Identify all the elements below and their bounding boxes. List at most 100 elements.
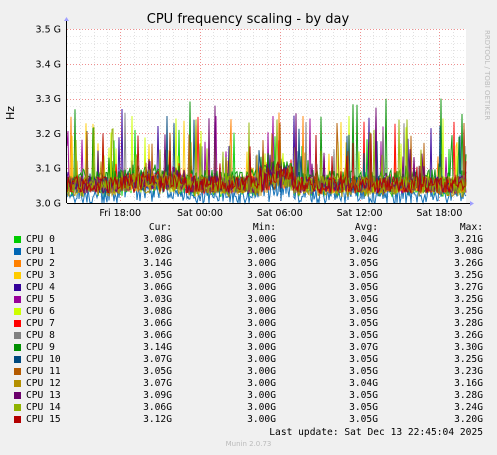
last-update: Last update: Sat Dec 13 22:45:04 2025 bbox=[269, 427, 483, 438]
legend-swatch bbox=[14, 308, 21, 315]
legend-avg-value: 3.05G bbox=[349, 258, 378, 269]
legend-avg-value: 3.05G bbox=[349, 330, 378, 341]
legend-max-value: 3.20G bbox=[454, 414, 483, 425]
legend-row: CPU 14 3.06G 3.00G 3.05G 3.24G bbox=[12, 402, 488, 414]
legend-cur-value: 3.06G bbox=[143, 402, 172, 413]
legend-row: CPU 15 3.12G 3.00G 3.05G 3.20G bbox=[12, 414, 488, 426]
legend-series-name: CPU 4 bbox=[26, 282, 55, 293]
legend-min-value: 3.00G bbox=[247, 378, 276, 389]
legend-row: CPU 6 3.08G 3.00G 3.05G 3.25G bbox=[12, 306, 488, 318]
y-tick-label: 3.2 G bbox=[36, 129, 62, 140]
x-tick-label: Sat 06:00 bbox=[257, 208, 303, 219]
legend-max-value: 3.30G bbox=[454, 342, 483, 353]
legend-max-value: 3.08G bbox=[454, 246, 483, 257]
legend-swatch bbox=[14, 248, 21, 255]
legend-row: CPU 11 3.05G 3.00G 3.05G 3.23G bbox=[12, 366, 488, 378]
legend-row: CPU 2 3.14G 3.00G 3.05G 3.26G bbox=[12, 258, 488, 270]
legend-row: CPU 0 3.08G 3.00G 3.04G 3.21G bbox=[12, 234, 488, 246]
legend-series-name: CPU 8 bbox=[26, 330, 55, 341]
legend-cur-value: 3.08G bbox=[143, 306, 172, 317]
legend-row: CPU 10 3.07G 3.00G 3.05G 3.25G bbox=[12, 354, 488, 366]
legend-swatch bbox=[14, 236, 21, 243]
legend-min-value: 3.00G bbox=[247, 282, 276, 293]
legend-min-value: 3.00G bbox=[247, 234, 276, 245]
legend-swatch bbox=[14, 272, 21, 279]
legend-series-name: CPU 0 bbox=[26, 234, 55, 245]
legend-series-name: CPU 9 bbox=[26, 342, 55, 353]
legend-max-value: 3.25G bbox=[454, 354, 483, 365]
legend-max-value: 3.27G bbox=[454, 282, 483, 293]
legend-row: CPU 12 3.07G 3.00G 3.04G 3.16G bbox=[12, 378, 488, 390]
legend-avg-value: 3.05G bbox=[349, 294, 378, 305]
legend-avg-value: 3.05G bbox=[349, 390, 378, 401]
legend-max-value: 3.24G bbox=[454, 402, 483, 413]
legend-row: CPU 7 3.06G 3.00G 3.05G 3.28G bbox=[12, 318, 488, 330]
y-axis-arrow-icon bbox=[64, 17, 69, 21]
legend-row: CPU 5 3.03G 3.00G 3.05G 3.25G bbox=[12, 294, 488, 306]
x-tick-label: Sat 12:00 bbox=[337, 208, 383, 219]
legend-cur-value: 3.14G bbox=[143, 258, 172, 269]
series-line-cpu-15 bbox=[66, 133, 467, 195]
legend-swatch bbox=[14, 344, 21, 351]
legend-swatch bbox=[14, 404, 21, 411]
legend-avg-value: 3.05G bbox=[349, 282, 378, 293]
munin-version: Munin 2.0.73 bbox=[225, 440, 272, 448]
legend-swatch bbox=[14, 368, 21, 375]
legend-series-name: CPU 5 bbox=[26, 294, 55, 305]
legend-avg-value: 3.05G bbox=[349, 354, 378, 365]
legend-series-name: CPU 6 bbox=[26, 306, 55, 317]
legend-series-name: CPU 11 bbox=[26, 366, 61, 377]
legend-min-value: 3.00G bbox=[247, 354, 276, 365]
legend-min-value: 3.00G bbox=[247, 258, 276, 269]
legend-series-name: CPU 1 bbox=[26, 246, 55, 257]
y-tick-label: 3.3 G bbox=[36, 94, 62, 105]
legend-avg-value: 3.05G bbox=[349, 306, 378, 317]
legend-avg-value: 3.07G bbox=[349, 342, 378, 353]
legend-cur-value: 3.08G bbox=[143, 234, 172, 245]
legend-cur-value: 3.06G bbox=[143, 330, 172, 341]
legend-min-value: 3.00G bbox=[247, 414, 276, 425]
legend-row: CPU 4 3.06G 3.00G 3.05G 3.27G bbox=[12, 282, 488, 294]
legend-header: Cur: Min: Avg: Max: bbox=[12, 222, 488, 234]
legend-min-value: 3.00G bbox=[247, 270, 276, 281]
legend-min-value: 3.00G bbox=[247, 306, 276, 317]
x-axis-arrow-icon bbox=[470, 201, 474, 206]
y-tick-label: 3.1 G bbox=[36, 164, 62, 175]
legend-max-value: 3.16G bbox=[454, 378, 483, 389]
legend-min-value: 3.00G bbox=[247, 342, 276, 353]
legend-row: CPU 3 3.05G 3.00G 3.05G 3.25G bbox=[12, 270, 488, 282]
legend-series-name: CPU 12 bbox=[26, 378, 61, 389]
legend-max-value: 3.26G bbox=[454, 258, 483, 269]
legend-max-value: 3.25G bbox=[454, 294, 483, 305]
legend-series-name: CPU 14 bbox=[26, 402, 61, 413]
legend-cur-value: 3.14G bbox=[143, 342, 172, 353]
legend-avg-value: 3.05G bbox=[349, 414, 378, 425]
legend-cur-value: 3.03G bbox=[143, 294, 172, 305]
legend-max-value: 3.28G bbox=[454, 318, 483, 329]
legend-max-value: 3.21G bbox=[454, 234, 483, 245]
legend-series-name: CPU 15 bbox=[26, 414, 61, 425]
legend-header-min: Min: bbox=[252, 222, 276, 233]
legend-min-value: 3.00G bbox=[247, 402, 276, 413]
legend-min-value: 3.00G bbox=[247, 294, 276, 305]
legend-cur-value: 3.12G bbox=[143, 414, 172, 425]
legend-max-value: 3.26G bbox=[454, 330, 483, 341]
x-tick-label: Fri 18:00 bbox=[99, 208, 141, 219]
legend-cur-value: 3.05G bbox=[143, 270, 172, 281]
legend-max-value: 3.23G bbox=[454, 366, 483, 377]
legend-series-name: CPU 3 bbox=[26, 270, 55, 281]
legend-cur-value: 3.07G bbox=[143, 378, 172, 389]
legend-avg-value: 3.02G bbox=[349, 246, 378, 257]
series-layer bbox=[66, 98, 467, 205]
legend-avg-value: 3.05G bbox=[349, 402, 378, 413]
legend-header-cur: Cur: bbox=[148, 222, 172, 233]
legend-max-value: 3.28G bbox=[454, 390, 483, 401]
legend-cur-value: 3.06G bbox=[143, 282, 172, 293]
x-tick-label: Sat 00:00 bbox=[177, 208, 223, 219]
legend-avg-value: 3.04G bbox=[349, 378, 378, 389]
legend-swatch bbox=[14, 260, 21, 267]
y-tick-label: 3.0 G bbox=[36, 199, 62, 210]
legend-swatch bbox=[14, 296, 21, 303]
legend-row: CPU 13 3.09G 3.00G 3.05G 3.28G bbox=[12, 390, 488, 402]
